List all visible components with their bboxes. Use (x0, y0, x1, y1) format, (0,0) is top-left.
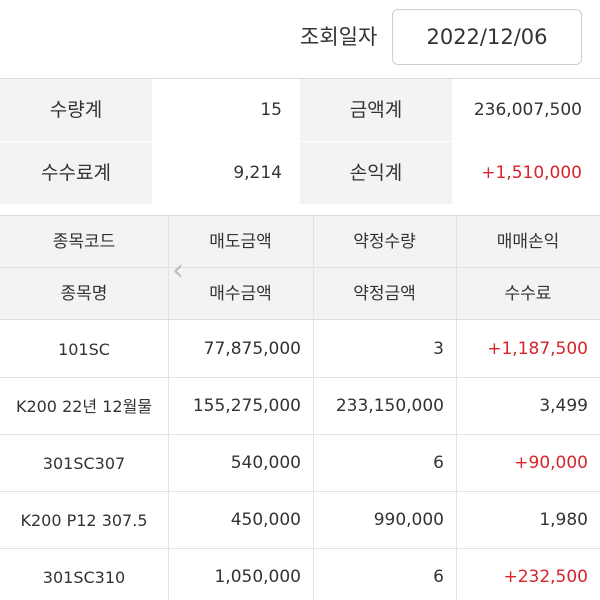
table-header: 종목코드 매도금액 약정수량 매매손익 종목명 매수금액 약정금액 수수료 (0, 216, 600, 320)
table-row[interactable]: 301SC310 1,050,000 6 +232,500 (0, 549, 600, 600)
query-bar: 조회일자 2022/12/06 (0, 0, 600, 78)
header-row-2: 종목명 매수금액 약정금액 수수료 (0, 268, 600, 320)
row-qty: 233,150,000 (335, 396, 444, 416)
table-row[interactable]: 301SC307 540,000 6 +90,000 (0, 435, 600, 492)
query-date-input[interactable]: 2022/12/06 (392, 9, 582, 65)
header-code: 종목코드 (52, 232, 116, 252)
row-qty: 6 (433, 453, 444, 473)
row-name: 301SC307 (42, 454, 126, 473)
row-amount: 450,000 (230, 510, 301, 530)
total-fee-label: 수수료계 (0, 142, 152, 204)
column-divider (168, 216, 169, 600)
trade-table: 종목코드 매도금액 약정수량 매매손익 종목명 매수금액 약정금액 수수료 ‹ … (0, 215, 600, 600)
table-row[interactable]: K200 22년 12월물 155,275,000 233,150,000 3,499 (0, 378, 600, 435)
row-pnl: 1,980 (539, 510, 588, 530)
row-name: K200 22년 12월물 (15, 397, 153, 416)
row-pnl: 3,499 (539, 396, 588, 416)
table-row[interactable]: 101SC 77,875,000 3 +1,187,500 (0, 321, 600, 378)
row-amount: 155,275,000 (192, 396, 301, 416)
summary-row: 수량계 15 금액계 236,007,500 (0, 79, 600, 141)
row-amount: 540,000 (230, 453, 301, 473)
total-amount-value: 236,007,500 (452, 79, 600, 141)
column-divider (313, 216, 314, 600)
summary-row: 수수료계 9,214 손익계 +1,510,000 (0, 142, 600, 204)
row-amount: 77,875,000 (203, 339, 301, 359)
row-pnl: +1,187,500 (487, 339, 588, 359)
column-divider (456, 216, 457, 600)
total-amount-label: 금액계 (300, 79, 452, 141)
row-name: 101SC (58, 340, 110, 359)
total-pnl-label: 손익계 (300, 142, 452, 204)
row-pnl: +90,000 (514, 453, 588, 473)
total-pnl-value: +1,510,000 (452, 142, 600, 204)
total-qty-label: 수량계 (0, 79, 152, 141)
query-date-label: 조회일자 (300, 25, 378, 49)
total-fee-value: 9,214 (152, 142, 300, 204)
header-trade-pnl: 매매손익 (496, 232, 560, 252)
header-row-1: 종목코드 매도금액 약정수량 매매손익 (0, 216, 600, 268)
header-name: 종목명 (60, 284, 108, 304)
summary-panel: 수량계 15 금액계 236,007,500 수수료계 9,214 손익계 +1… (0, 78, 600, 204)
chevron-left-icon[interactable]: ‹ (172, 253, 184, 288)
header-fee: 수수료 (504, 284, 552, 304)
row-qty: 6 (433, 567, 444, 587)
row-qty: 3 (433, 339, 444, 359)
row-name: K200 P12 307.5 (20, 511, 148, 530)
row-pnl: +232,500 (503, 567, 588, 587)
row-name: 301SC310 (42, 568, 126, 587)
header-sell-amount: 매도금액 (209, 232, 272, 252)
table-row[interactable]: K200 P12 307.5 450,000 990,000 1,980 (0, 492, 600, 549)
header-buy-amount: 매수금액 (209, 284, 272, 304)
header-contract-qty: 약정수량 (353, 232, 416, 252)
total-qty-value: 15 (152, 79, 300, 141)
row-amount: 1,050,000 (214, 567, 301, 587)
header-contract-amount: 약정금액 (353, 284, 416, 304)
row-qty: 990,000 (373, 510, 444, 530)
